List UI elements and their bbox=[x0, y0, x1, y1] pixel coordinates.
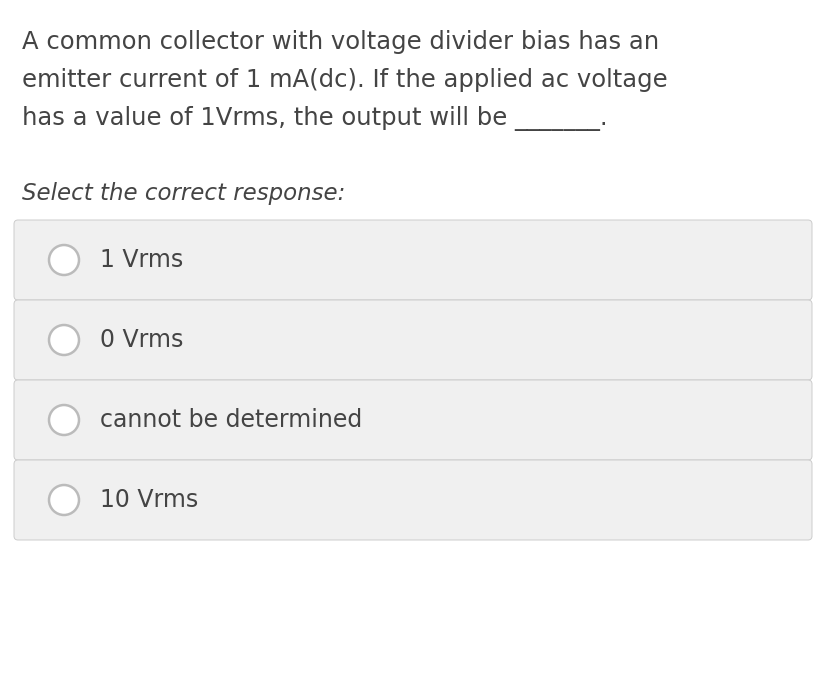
Circle shape bbox=[49, 245, 79, 275]
Text: emitter current of 1 mA(dc). If the applied ac voltage: emitter current of 1 mA(dc). If the appl… bbox=[22, 68, 667, 92]
Text: has a value of 1Vrms, the output will be _______.: has a value of 1Vrms, the output will be… bbox=[22, 106, 607, 131]
Text: 1 Vrms: 1 Vrms bbox=[100, 248, 183, 272]
Text: 0 Vrms: 0 Vrms bbox=[100, 328, 183, 352]
Text: cannot be determined: cannot be determined bbox=[100, 408, 362, 432]
Circle shape bbox=[49, 325, 79, 355]
FancyBboxPatch shape bbox=[14, 220, 811, 300]
Circle shape bbox=[49, 485, 79, 515]
Text: A common collector with voltage divider bias has an: A common collector with voltage divider … bbox=[22, 30, 658, 54]
FancyBboxPatch shape bbox=[14, 380, 811, 460]
FancyBboxPatch shape bbox=[14, 300, 811, 380]
FancyBboxPatch shape bbox=[14, 460, 811, 540]
Text: Select the correct response:: Select the correct response: bbox=[22, 182, 345, 205]
Circle shape bbox=[49, 405, 79, 435]
Text: 10 Vrms: 10 Vrms bbox=[100, 488, 198, 512]
